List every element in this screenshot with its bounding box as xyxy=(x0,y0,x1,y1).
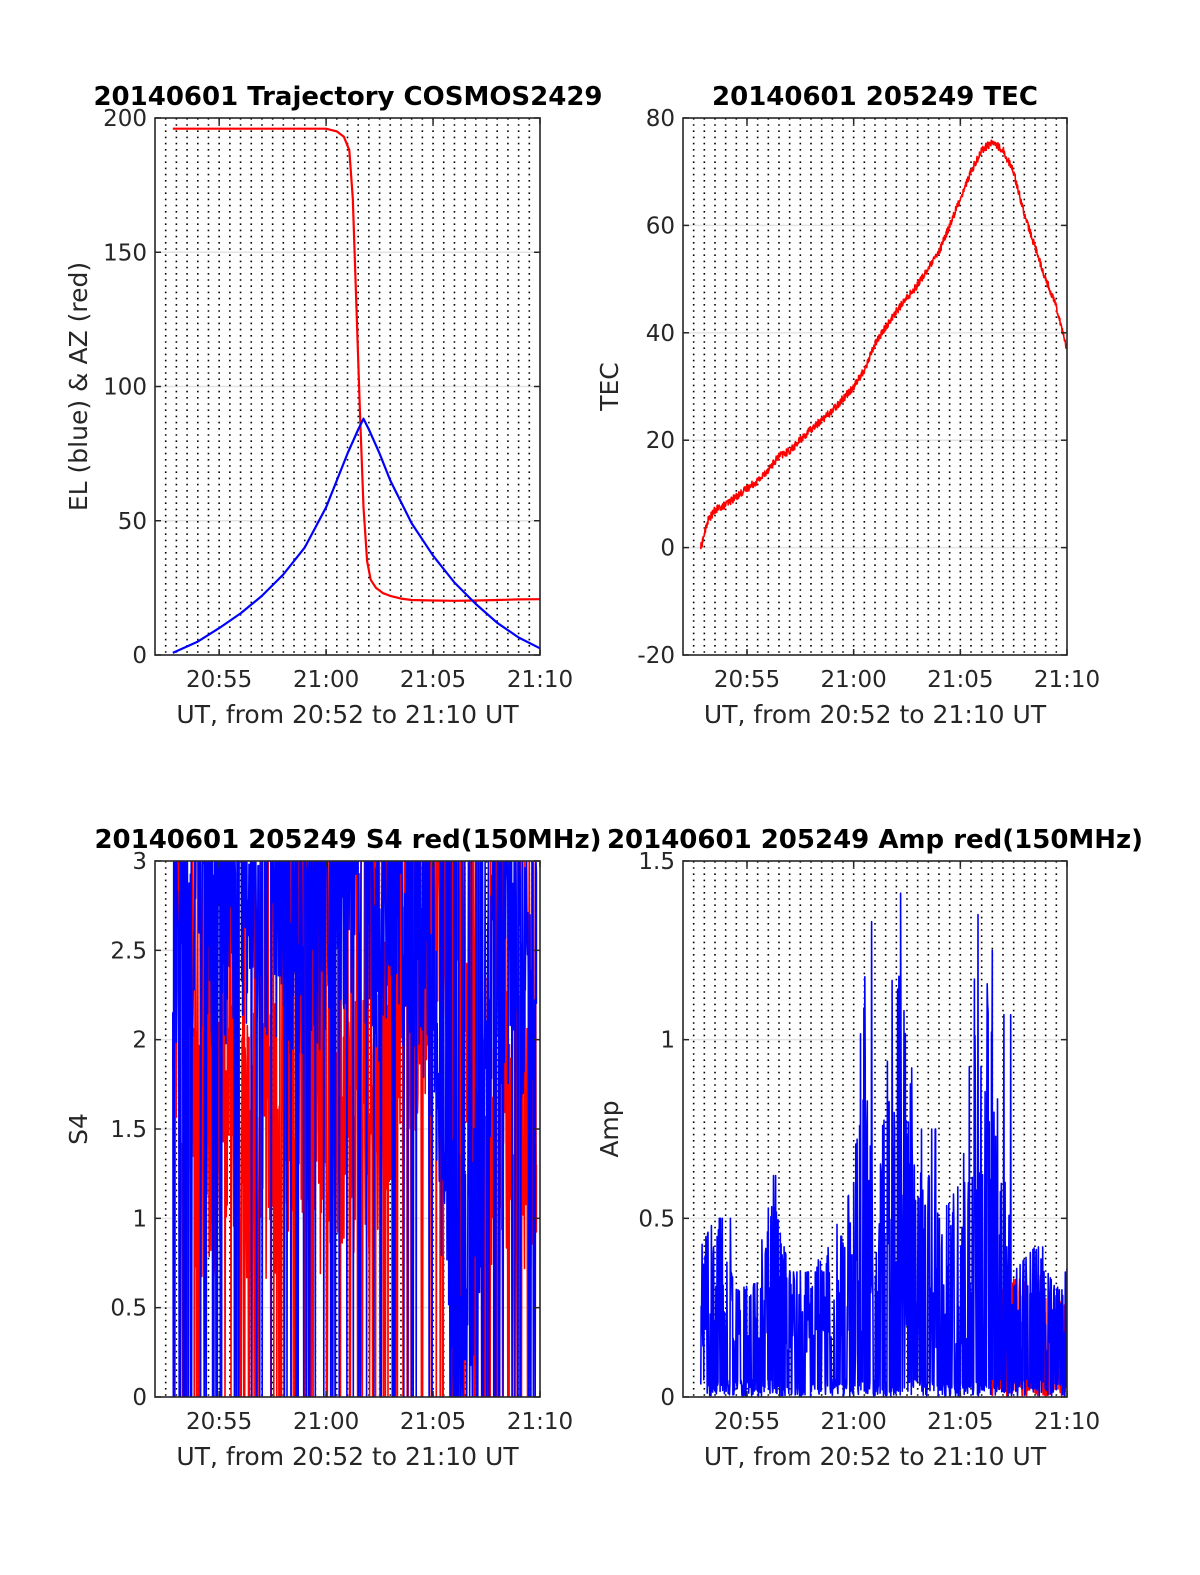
y-tick-label: 0 xyxy=(660,536,675,562)
x-axis-label: UT, from 20:52 to 21:10 UT xyxy=(176,700,519,729)
series-line-2 xyxy=(172,861,538,1397)
x-axis-label: UT, from 20:52 to 21:10 UT xyxy=(176,1442,519,1471)
x-axis-label: UT, from 20:52 to 21:10 UT xyxy=(704,1442,1047,1471)
x-tick-label: 21:05 xyxy=(400,1409,466,1435)
y-tick-label: 2.5 xyxy=(110,938,147,964)
y-tick-label: 150 xyxy=(103,240,147,266)
y-tick-label: 2 xyxy=(132,1028,147,1054)
chart-3: 0 0.5 1 1.5 2 2.5 3 20:55 21:00 21:05 21:10 2014060… xyxy=(64,825,602,1471)
axes-frame xyxy=(682,860,1068,1398)
axes-frame xyxy=(682,117,1068,656)
x-axis-label: UT, from 20:52 to 21:10 UT xyxy=(704,700,1047,729)
y-tick-label: 1.5 xyxy=(638,849,675,875)
series-line-2 xyxy=(700,892,1067,1397)
y-tick-label: 3 xyxy=(132,849,147,875)
chart-1: 0 50 100 150 200 20:55 21:00 21:05 21:10 20140601… xyxy=(64,82,603,729)
y-tick-label: 100 xyxy=(103,375,147,401)
chart-title: 20140601 205249 TEC xyxy=(712,82,1038,112)
series-layer xyxy=(172,861,538,1397)
y-tick-label: -20 xyxy=(637,643,675,669)
chart-title: 20140601 Trajectory COSMOS2429 xyxy=(93,82,602,112)
y-tick-label: 50 xyxy=(118,509,147,535)
chart-title: 20140601 205249 Amp red(150MHz) xyxy=(607,825,1143,855)
x-tick-label: 21:00 xyxy=(821,1409,887,1435)
x-tick-label: 21:10 xyxy=(507,667,573,693)
y-tick-label: 60 xyxy=(646,213,675,239)
x-tick-label: 21:05 xyxy=(927,667,993,693)
series-line-1 xyxy=(700,139,1067,550)
x-tick-label: 21:00 xyxy=(293,667,359,693)
y-tick-label: 0.5 xyxy=(638,1206,675,1232)
y-tick-label: 1.5 xyxy=(110,1117,147,1143)
x-tick-label: 20:55 xyxy=(186,1409,252,1435)
series-line-2 xyxy=(172,417,540,654)
y-axis-label: TEC xyxy=(595,362,624,412)
x-tick-label: 21:00 xyxy=(821,667,887,693)
x-tick-label: 21:10 xyxy=(1034,667,1100,693)
y-tick-label: 0.5 xyxy=(110,1296,147,1322)
y-tick-label: 20 xyxy=(646,428,675,454)
y-tick-label: 80 xyxy=(646,106,675,132)
y-tick-label: 40 xyxy=(646,321,675,347)
x-tick-label: 20:55 xyxy=(714,667,780,693)
y-axis-label: EL (blue) & AZ (red) xyxy=(64,262,93,511)
series-layer xyxy=(700,139,1067,550)
x-tick-label: 21:00 xyxy=(293,1409,359,1435)
series-line-1 xyxy=(172,127,540,602)
y-tick-label: 0 xyxy=(132,1385,147,1411)
series-layer xyxy=(700,892,1067,1397)
x-tick-label: 20:55 xyxy=(186,667,252,693)
y-axis-label: Amp xyxy=(595,1100,624,1157)
x-tick-label: 21:05 xyxy=(927,1409,993,1435)
y-axis-label: S4 xyxy=(64,1113,93,1145)
y-tick-label: 1 xyxy=(132,1206,147,1232)
x-tick-label: 20:55 xyxy=(714,1409,780,1435)
plot-area xyxy=(683,118,1067,655)
x-tick-label: 21:05 xyxy=(400,667,466,693)
chart-title: 20140601 205249 S4 red(150MHz) xyxy=(94,825,601,855)
chart-2: -20 0 20 40 60 80 20:55 21:00 21:05 21:10 20140601… xyxy=(595,82,1100,729)
y-tick-label: 1 xyxy=(660,1028,675,1054)
series-layer xyxy=(172,127,540,654)
x-tick-label: 21:10 xyxy=(1034,1409,1100,1435)
x-tick-label: 21:10 xyxy=(507,1409,573,1435)
chart-4: 0 0.5 1 1.5 20:55 21:00 21:05 21:10 20140601 205… xyxy=(595,825,1143,1471)
y-tick-label: 200 xyxy=(103,106,147,132)
y-tick-label: 0 xyxy=(660,1385,675,1411)
y-tick-label: 0 xyxy=(132,643,147,669)
